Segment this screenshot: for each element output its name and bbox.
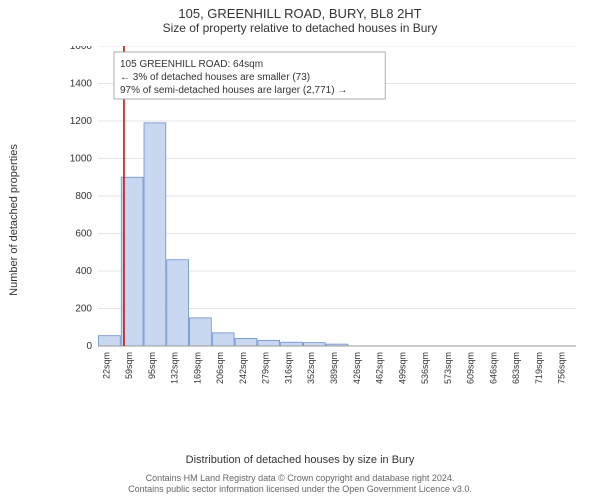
svg-text:1600: 1600 [70, 46, 93, 52]
bar [190, 318, 212, 346]
footer-line: Contains HM Land Registry data © Crown c… [0, 473, 600, 485]
bar-chart: 0 200 400 600 800 1000 1200 1400 1600 22sqm 59sqm 9… [56, 46, 576, 396]
svg-text:1000: 1000 [70, 154, 93, 165]
chart-title: 105, GREENHILL ROAD, BURY, BL8 2HT [0, 0, 600, 21]
svg-text:499sqm: 499sqm [397, 352, 407, 384]
bar [212, 333, 234, 346]
svg-text:200: 200 [75, 304, 92, 315]
svg-text:132sqm: 132sqm [170, 352, 180, 384]
svg-text:683sqm: 683sqm [511, 352, 521, 384]
chart-area: 0 200 400 600 800 1000 1200 1400 1600 22sqm 59sqm 9… [56, 46, 576, 396]
svg-text:400: 400 [75, 266, 92, 277]
svg-text:573sqm: 573sqm [443, 352, 453, 384]
annotation-line: 97% of semi-detached houses are larger (… [120, 85, 347, 96]
bar [99, 336, 121, 346]
svg-text:389sqm: 389sqm [329, 352, 339, 384]
bar [258, 340, 280, 346]
annotation-line: 105 GREENHILL ROAD: 64sqm [120, 59, 263, 70]
svg-text:0: 0 [86, 341, 92, 352]
annotation-line: ← 3% of detached houses are smaller (73) [120, 72, 310, 83]
svg-text:536sqm: 536sqm [420, 352, 430, 384]
bar [235, 339, 257, 347]
bar [303, 343, 325, 346]
chart-subtitle: Size of property relative to detached ho… [0, 21, 600, 39]
y-axis-label: Number of detached properties [8, 120, 20, 320]
svg-text:95sqm: 95sqm [147, 352, 157, 379]
svg-text:1200: 1200 [70, 116, 93, 127]
svg-text:352sqm: 352sqm [306, 352, 316, 384]
svg-text:719sqm: 719sqm [534, 352, 544, 384]
footer-line: Contains public sector information licen… [0, 484, 600, 496]
svg-text:206sqm: 206sqm [215, 352, 225, 384]
svg-text:242sqm: 242sqm [238, 352, 248, 384]
svg-text:756sqm: 756sqm [557, 352, 567, 384]
footer-attribution: Contains HM Land Registry data © Crown c… [0, 473, 600, 496]
svg-text:426sqm: 426sqm [352, 352, 362, 384]
svg-text:600: 600 [75, 229, 92, 240]
svg-text:279sqm: 279sqm [261, 352, 271, 384]
svg-text:22sqm: 22sqm [101, 352, 111, 379]
svg-text:169sqm: 169sqm [192, 352, 202, 384]
svg-text:462sqm: 462sqm [375, 352, 385, 384]
svg-text:609sqm: 609sqm [466, 352, 476, 384]
svg-text:800: 800 [75, 191, 92, 202]
svg-text:316sqm: 316sqm [283, 352, 293, 384]
bar [144, 123, 166, 346]
x-axis-label: Distribution of detached houses by size … [0, 454, 600, 466]
svg-text:59sqm: 59sqm [124, 352, 134, 379]
svg-text:646sqm: 646sqm [488, 352, 498, 384]
bar [281, 342, 303, 346]
bar [167, 260, 189, 346]
svg-text:1400: 1400 [70, 79, 93, 90]
